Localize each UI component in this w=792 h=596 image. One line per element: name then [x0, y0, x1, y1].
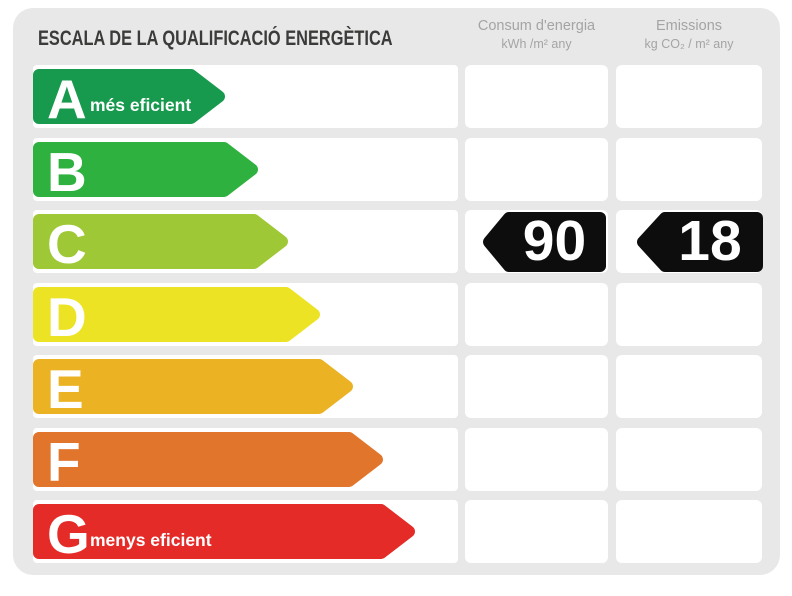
consumption-cell	[465, 282, 608, 346]
rating-letter-d: D	[47, 285, 87, 348]
consumption-cell	[465, 500, 608, 563]
emissions-cell	[616, 137, 762, 201]
consumption-label: Consum d'energia	[477, 18, 596, 34]
emissions-cell	[616, 282, 762, 346]
rating-letter-e: E	[47, 358, 84, 420]
consumption-unit: kWh /m² any	[501, 37, 572, 51]
consumption-cell	[465, 137, 608, 201]
rating-letter-a: A	[47, 68, 87, 130]
consumption-rating-marker: 90	[483, 208, 606, 273]
arrow-right-icon	[33, 504, 415, 559]
emissions-label: Emissions	[655, 18, 723, 34]
scale-row-b: B	[13, 137, 780, 203]
scale-row-d: D	[13, 282, 780, 348]
rating-letter-f: F	[47, 430, 81, 493]
arrow-right-icon	[33, 286, 320, 342]
rating-letter-c: C	[47, 213, 87, 275]
emissions-cell	[616, 355, 762, 418]
emissions-cell	[616, 500, 762, 563]
arrow-right-icon	[33, 69, 225, 124]
arrow-right-icon	[33, 359, 353, 414]
arrow-left-icon	[637, 212, 763, 272]
arrow-right-icon	[33, 431, 383, 487]
rating-letter-g: G	[47, 503, 90, 565]
scale-row-f: F	[13, 427, 780, 493]
consumption-cell	[465, 355, 608, 418]
rating-letter-b: B	[47, 140, 87, 203]
page-title: ESCALA DE LA QUALIFICACIÓ ENERGÈTICA	[38, 27, 393, 50]
rating-bar-e: E	[33, 358, 353, 420]
rating-bar-b: B	[33, 140, 258, 203]
scale-row-a: A més eficient	[13, 65, 780, 128]
consumption-cell	[465, 427, 608, 491]
column-header-consumption: Consum d'energia kWh /m² any	[465, 17, 608, 53]
emissions-cell	[616, 427, 762, 491]
scale-row-c: C 90 18	[13, 208, 780, 275]
scale-row-e: E	[13, 355, 780, 418]
arrow-right-icon	[33, 214, 288, 269]
rating-bar-f: F	[33, 430, 383, 493]
rating-bar-a: A més eficient	[33, 68, 225, 130]
consumption-value: 90	[522, 208, 587, 273]
emissions-rating-marker: 18	[637, 208, 763, 273]
energy-certificate-card: ESCALA DE LA QUALIFICACIÓ ENERGÈTICA Con…	[13, 8, 780, 575]
emissions-cell	[616, 65, 762, 128]
emissions-value: 18	[678, 208, 742, 273]
most-efficient-label: més eficient	[90, 95, 192, 115]
consumption-cell	[465, 65, 608, 128]
arrow-right-icon	[33, 141, 258, 197]
rating-bar-g: G menys eficient	[33, 503, 415, 565]
rating-bar-d: D	[33, 285, 320, 348]
arrow-left-icon	[483, 212, 606, 272]
scale-row-g: G menys eficient	[13, 500, 780, 563]
rating-bar-c: C	[33, 213, 288, 275]
least-efficient-label: menys eficient	[90, 530, 212, 550]
column-header-emissions: Emissions kg CO₂ / m² any	[616, 17, 762, 53]
emissions-unit: kg CO₂ / m² any	[644, 37, 734, 51]
